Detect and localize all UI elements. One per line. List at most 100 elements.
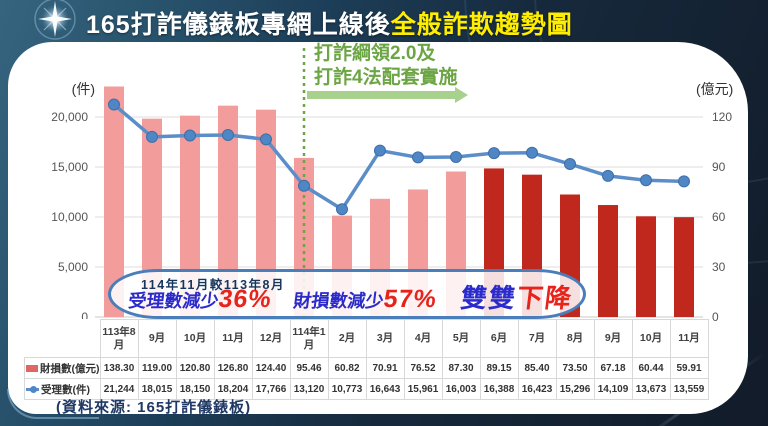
- bar: [104, 86, 124, 317]
- title-highlight: 全般詐欺趨勢圖: [390, 11, 573, 39]
- table-header-cell: 2月: [327, 319, 367, 358]
- title-main: 165打詐儀錶板專網上線後: [86, 11, 391, 39]
- bar: [180, 115, 200, 318]
- table-header-cell: 113年8月: [99, 319, 139, 358]
- bottom-left-arc: [7, 389, 99, 419]
- left-axis-tick: 0: [81, 310, 88, 322]
- table-cell: 95.46: [289, 357, 329, 379]
- page-title: 165打詐儀錶板專網上線後全般詐欺趨勢圖: [86, 5, 573, 41]
- line-point: [602, 169, 614, 182]
- table-cell: 76.52: [403, 357, 443, 379]
- callout-stats: 受理數減少 36% 財損數減少 57% 雙雙 下降: [127, 278, 576, 315]
- table-header-cell: 11月: [669, 319, 709, 358]
- line-point: [298, 179, 310, 192]
- table-cell: 73.50: [555, 357, 595, 379]
- table-cell: 89.15: [479, 357, 519, 379]
- data-table: 113年8月 9月 10月 11月 12月 114年1月 2月 3月 4月 5月 6月 7月 8月 9月 1…: [24, 319, 709, 400]
- bar-legend-icon: [26, 365, 38, 373]
- table-header-cell: 9月: [137, 319, 177, 358]
- table-cell: 14,109: [593, 378, 633, 400]
- table-header-cell: 9月: [593, 319, 633, 358]
- table-cell: 17,766: [251, 378, 291, 400]
- bar: [142, 118, 162, 318]
- right-axis-tick: 0: [712, 310, 719, 322]
- line-point: [640, 174, 652, 187]
- chart-card: 0 0 30 5,000 60 10,000 90 15,000 120 20,000 (件) (億元…: [8, 42, 748, 416]
- callout-heading: 114年11月較113年8月: [141, 278, 285, 292]
- table-header-cell: 3月: [365, 319, 405, 358]
- left-axis-tick: 20,000: [51, 110, 88, 124]
- table-header-cell: 12月: [251, 319, 291, 358]
- line-point: [374, 144, 386, 157]
- line-point: [260, 133, 272, 146]
- table-cell: 18,204: [213, 378, 253, 400]
- table-cell: 16,003: [441, 378, 481, 400]
- table-header-cell: 11月: [213, 319, 253, 358]
- trend-line: [112, 103, 685, 212]
- table-cell: 21,244: [99, 378, 139, 400]
- table-cell: 13,120: [289, 378, 329, 400]
- table-cell: 60.44: [631, 357, 671, 379]
- right-axis-tick: 120: [712, 110, 732, 124]
- row-label: 財損數(億元): [24, 357, 101, 379]
- table-header-cell: 6月: [479, 319, 519, 358]
- policy-arrow-icon: [307, 87, 468, 103]
- table-header-cell: 5月: [441, 319, 481, 358]
- table-cell: 126.80: [213, 357, 253, 379]
- table-cell: 10,773: [327, 378, 367, 400]
- bar: [598, 205, 618, 317]
- callout-item2-value: 57%: [382, 285, 439, 313]
- callout-tail-red: 下降: [515, 283, 575, 313]
- table-corner-cell: [25, 320, 101, 358]
- table-cell: 85.40: [517, 357, 557, 379]
- line-point: [184, 129, 196, 142]
- bar: [674, 217, 694, 317]
- policy-annotation-line2: 打詐4法配套實施: [314, 67, 458, 88]
- header-band: 165打詐儀錶板專網上線後全般詐欺趨勢圖: [0, 0, 768, 42]
- table-row: 財損數(億元) 138.30 119.00 120.80 126.80 124.40 95.…: [24, 357, 709, 379]
- bar: [218, 105, 238, 317]
- left-axis-tick: 15,000: [51, 160, 88, 174]
- right-axis-tick: 90: [712, 160, 726, 174]
- callout-item1-label: 受理數減少: [127, 291, 220, 311]
- line-point: [526, 146, 538, 159]
- table-cell: 119.00: [137, 357, 177, 379]
- table-cell: 67.18: [593, 357, 633, 379]
- bar: [256, 109, 276, 318]
- line-point: [222, 128, 234, 141]
- table-header-cell: 4月: [403, 319, 443, 358]
- table-header-cell: 10月: [631, 319, 671, 358]
- left-axis-tick: 10,000: [51, 210, 88, 224]
- table-cell: 16,643: [365, 378, 405, 400]
- line-point: [564, 158, 576, 171]
- policy-annotation: 打詐綱領2.0及 打詐4法配套實施: [314, 42, 458, 90]
- right-axis-tick: 30: [712, 260, 726, 274]
- table-cell: 15,296: [555, 378, 595, 400]
- line-point: [336, 203, 348, 216]
- table-cell: 60.82: [327, 357, 367, 379]
- source-note: (資料來源: 165打詐儀錶板): [56, 399, 252, 416]
- table-header-cell: 10月: [175, 319, 215, 358]
- line-point: [450, 150, 462, 163]
- table-cell: 15,961: [403, 378, 443, 400]
- table-header-cell: 8月: [555, 319, 595, 358]
- table-header-cell: 7月: [517, 319, 557, 358]
- callout-item1-value: 36%: [216, 285, 274, 313]
- line-point: [412, 151, 424, 164]
- line-point: [146, 130, 158, 143]
- table-cell: 70.91: [365, 357, 405, 379]
- starburst-icon: [34, 0, 76, 40]
- table-cell: 16,423: [517, 378, 557, 400]
- line-point: [108, 98, 120, 111]
- table-cell: 124.40: [251, 357, 291, 379]
- line-point: [488, 147, 500, 160]
- policy-annotation-line1: 打詐綱領2.0及: [314, 43, 436, 64]
- bar: [636, 216, 656, 317]
- line-point: [678, 175, 690, 188]
- summary-callout: 114年11月較113年8月 受理數減少 36% 財損數減少 57% 雙雙 下降: [108, 269, 586, 319]
- table-cell: 59.91: [669, 357, 709, 379]
- right-axis-tick: 60: [712, 210, 726, 224]
- left-axis-label: (件): [72, 81, 95, 97]
- callout-tail-blue: 雙雙: [459, 283, 519, 313]
